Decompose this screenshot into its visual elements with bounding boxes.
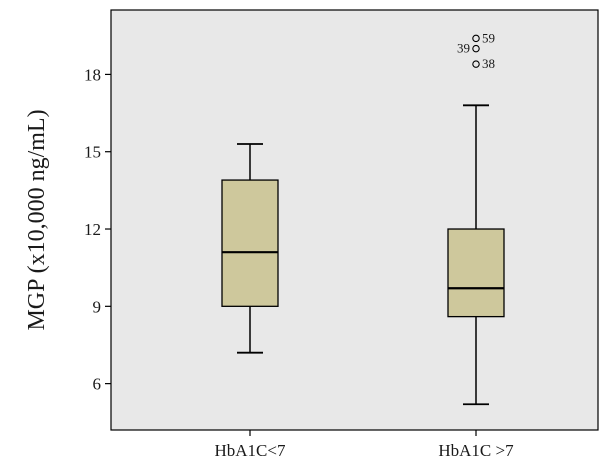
boxes-layer: 59 39 38 <box>221 30 505 406</box>
y-tick-label: 18 <box>84 65 101 84</box>
x-tick-label: HbA1C >7 <box>438 441 514 460</box>
x-axis: HbA1C<7 HbA1C >7 <box>215 430 514 460</box>
x-tick-label: HbA1C<7 <box>215 441 286 460</box>
box-2: 59 39 38 <box>447 30 505 406</box>
box-1 <box>221 143 279 354</box>
outlier-label: 39 <box>457 41 470 56</box>
y-tick-label: 12 <box>84 220 101 239</box>
y-tick-label: 6 <box>93 375 102 394</box>
outlier-point <box>472 34 480 43</box>
outlier-label: 59 <box>482 30 495 45</box>
box-iqr <box>221 179 279 307</box>
plot-area <box>110 9 599 431</box>
outlier-label: 38 <box>482 56 495 71</box>
outlier-point <box>472 60 480 68</box>
y-axis: 6 9 12 15 18 <box>84 65 111 394</box>
outlier-point <box>472 44 480 53</box>
box-iqr <box>447 228 505 318</box>
y-tick-label: 9 <box>93 297 102 316</box>
y-tick-label: 15 <box>84 143 101 162</box>
y-axis-label: MGP (x10,000 ng/mL) <box>24 109 50 330</box>
